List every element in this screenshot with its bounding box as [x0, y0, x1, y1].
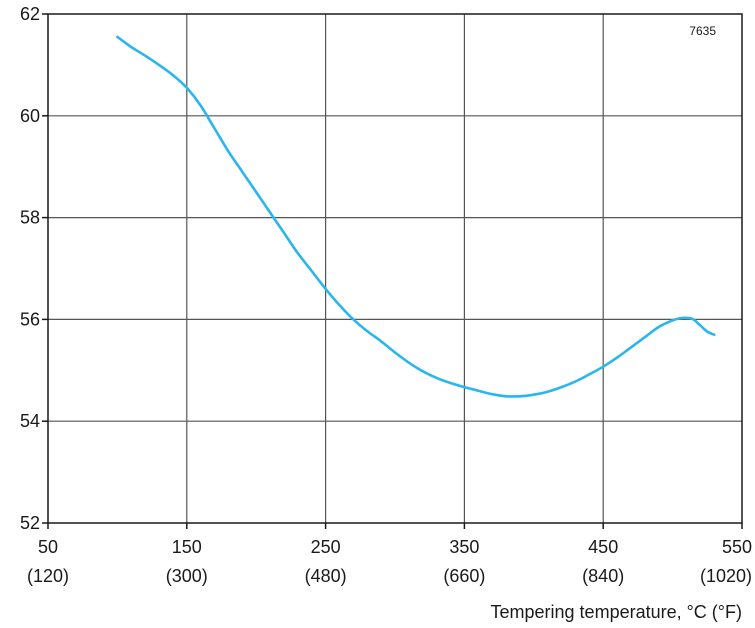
x-tick-label-250: 250 [311, 537, 341, 557]
y-tick-label-60: 60 [20, 106, 40, 126]
y-tick-label-54: 54 [20, 411, 40, 431]
x-tick-label-450: 450 [588, 537, 618, 557]
y-tick-label-62: 62 [20, 4, 40, 24]
y-tick-label-52: 52 [20, 513, 40, 533]
y-tick-label-58: 58 [20, 208, 40, 228]
y-tick-label-56: 56 [20, 309, 40, 329]
plot-frame [47, 13, 743, 524]
x-tick-label-550: 550 [722, 537, 752, 557]
x-tick-label-50: 50 [38, 537, 58, 557]
x-tick-label-150: 150 [172, 537, 202, 557]
x-tick-sublabel-350: (660) [443, 566, 485, 586]
x-tick-sublabel-450: (840) [582, 566, 624, 586]
x-axis-ticks: 50 (120) 150 (300) 250 (480) 350 (660) 450 (840) 5… [27, 523, 752, 586]
x-tick-sublabel-50: (120) [27, 566, 69, 586]
x-tick-sublabel-550: (1020) [700, 566, 752, 586]
x-tick-label-350: 350 [449, 537, 479, 557]
figure-code-annotation: 7635 [689, 24, 716, 38]
y-axis-ticks: 52 54 56 58 60 62 [20, 4, 48, 533]
x-axis-title: Tempering temperature, °C (°F) [491, 602, 742, 622]
x-tick-sublabel-150: (300) [166, 566, 208, 586]
x-tick-sublabel-250: (480) [305, 566, 347, 586]
series-line [116, 35, 716, 398]
grid-lines [48, 14, 742, 523]
